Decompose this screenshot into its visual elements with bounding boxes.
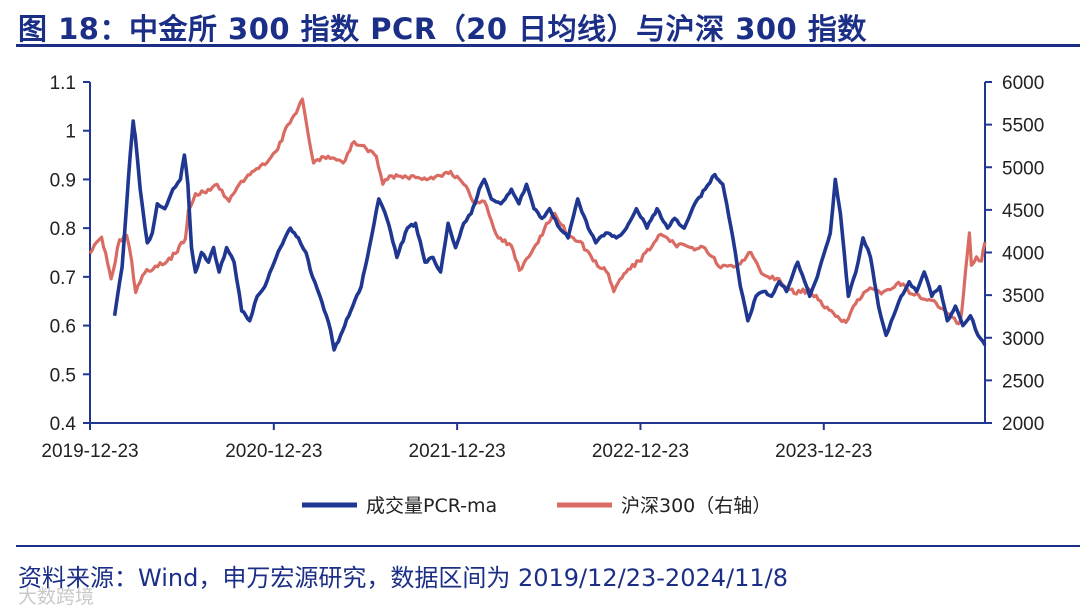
series-line-pcr [112,119,987,352]
y-right-tick-label: 5000 [1002,158,1044,179]
y-right-tick-label: 3500 [1002,286,1044,307]
y-right-tick-label: 6000 [1002,73,1044,94]
legend: 成交量PCR-ma 沪深300（右轴） [302,495,771,517]
watermark: 大数跨境 [18,586,95,608]
x-tick-label: 2022-12-23 [592,441,689,462]
y-left-tick-label: 1 [65,122,76,143]
legend-label-hs300: 沪深300（右轴） [621,495,771,517]
y-right-tick-label: 4000 [1002,244,1044,265]
y-left-tick-label: 0.8 [50,219,76,240]
series-line-hs300 [88,97,987,326]
source-note: 资料来源：Wind，申万宏源研究，数据区间为 2019/12/23-2024/1… [18,564,788,592]
title-rule [16,44,1080,47]
y-left-tick-label: 0.7 [50,268,76,289]
footer-rule [16,545,1080,547]
pcr-hs300-chart: 0.4 0.5 0.6 0.7 0.8 0.9 1 1.1 2000 2500 3000 3500 40… [41,73,1044,517]
y-right-tick-label: 4500 [1002,201,1044,222]
y-right-tick-label: 5500 [1002,116,1044,137]
x-tick-label: 2019-12-23 [41,441,138,462]
y-left-tick-label: 0.5 [50,365,76,386]
x-tick-label: 2021-12-23 [409,441,506,462]
y-right-tick-label: 2000 [1002,414,1044,435]
y-left-tick-label: 0.9 [50,170,76,191]
x-tick-label: 2023-12-23 [775,441,872,462]
chart-title: 图 18：中金所 300 指数 PCR（20 日均线）与沪深 300 指数 [18,12,867,46]
legend-label-pcr: 成交量PCR-ma [366,495,497,517]
y-right-tick-label: 3000 [1002,329,1044,350]
y-left-tick-label: 0.6 [50,317,76,338]
y-left-tick-label: 1.1 [50,73,76,94]
y-right-tick-label: 2500 [1002,371,1044,392]
x-tick-label: 2020-12-23 [225,441,322,462]
y-left-tick-label: 0.4 [50,414,77,435]
